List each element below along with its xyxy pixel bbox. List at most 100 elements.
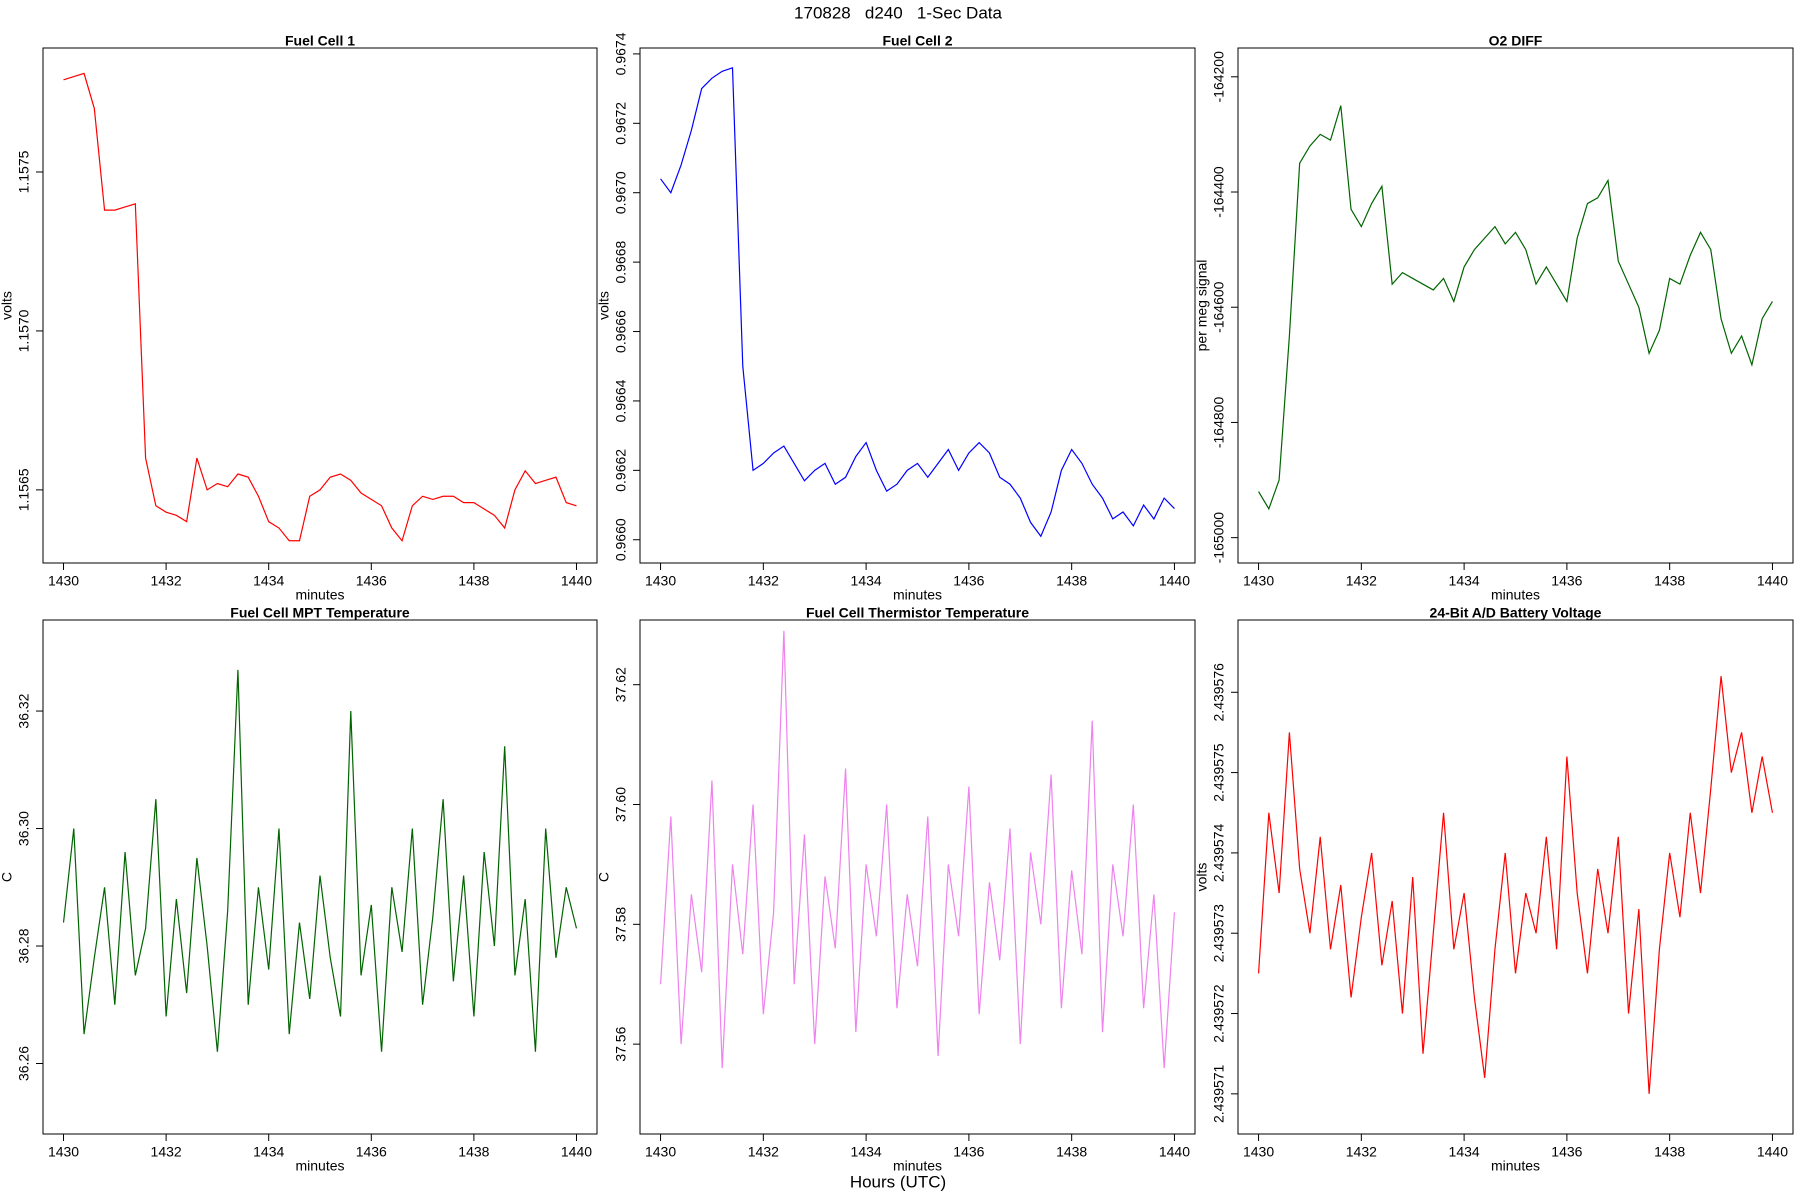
x-axis-label: minutes [893, 1158, 942, 1174]
x-axis-label: minutes [295, 587, 344, 603]
x-tick-label: 1434 [253, 1144, 284, 1160]
figure-title: 170828 d240 1-Sec Data [794, 3, 1002, 22]
x-tick-label: 1432 [151, 1144, 182, 1160]
y-tick-label: 36.28 [16, 928, 32, 963]
y-axis-label: volts [0, 291, 15, 320]
x-tick-label: 1436 [356, 573, 387, 589]
panel-title: Fuel Cell MPT Temperature [230, 605, 410, 621]
plot-frame [42, 619, 598, 1135]
y-tick-label: -164800 [1211, 397, 1227, 449]
y-tick-label: 36.26 [16, 1046, 32, 1081]
plot-frame [639, 47, 1196, 564]
data-line [63, 72, 577, 543]
y-tick-label: 0.9674 [613, 32, 629, 75]
y-tick-label: 2.439571 [1211, 1064, 1227, 1123]
panel-title: O2 DIFF [1489, 33, 1543, 49]
y-axis-label: per meg signal [1194, 260, 1210, 352]
x-tick-label: 1430 [48, 573, 79, 589]
figure-x-label: Hours (UTC) [850, 1172, 946, 1191]
x-tick-label: 1438 [458, 1144, 489, 1160]
y-tick-label: 1.1570 [16, 309, 32, 352]
y-axis-label: volts [1194, 863, 1210, 892]
x-tick-label: 1440 [561, 573, 592, 589]
x-tick-label: 1432 [748, 1144, 779, 1160]
y-tick-label: 2.439574 [1211, 824, 1227, 883]
panel: Fuel Cell 1 minutes volts 1430 1432 1434 1436 1… [0, 33, 598, 603]
plot-frame [1237, 619, 1794, 1135]
x-tick-label: 1432 [1346, 573, 1377, 589]
x-tick-label: 1430 [48, 1144, 79, 1160]
x-tick-label: 1434 [851, 573, 882, 589]
x-tick-label: 1432 [1346, 1144, 1377, 1160]
panel-title: Fuel Cell Thermistor Temperature [806, 605, 1029, 621]
y-tick-label: 2.439573 [1211, 904, 1227, 963]
x-tick-label: 1438 [1654, 573, 1685, 589]
x-tick-label: 1434 [1449, 573, 1480, 589]
x-tick-label: 1436 [1551, 573, 1582, 589]
y-tick-label: 2.439576 [1211, 663, 1227, 722]
x-tick-label: 1440 [1757, 573, 1788, 589]
panel: Fuel Cell Thermistor Temperature minutes C… [596, 605, 1196, 1174]
panel: Fuel Cell 2 minutes volts 1430 1432 1434 1436 1… [596, 32, 1196, 603]
y-tick-label: -164400 [1211, 166, 1227, 218]
x-axis-label: minutes [295, 1158, 344, 1174]
y-tick-label: 0.9670 [613, 171, 629, 214]
data-line [1257, 676, 1774, 1094]
panel: 24-Bit A/D Battery Voltage minutes volts 14… [1194, 605, 1794, 1174]
y-tick-label: 36.30 [16, 811, 32, 846]
plot-frame [42, 47, 598, 564]
data-line [62, 669, 578, 1052]
x-axis-label: minutes [893, 587, 942, 603]
y-tick-label: 37.60 [613, 787, 629, 822]
y-tick-label: 37.62 [613, 667, 629, 702]
y-tick-label: 0.9668 [613, 241, 629, 284]
x-axis-label: minutes [1491, 587, 1540, 603]
plot-frame [1237, 47, 1794, 564]
x-tick-label: 1440 [561, 1144, 592, 1160]
y-tick-label: 37.56 [613, 1026, 629, 1061]
y-axis-label: volts [596, 291, 612, 320]
y-tick-label: -164200 [1211, 51, 1227, 103]
panel-title: 24-Bit A/D Battery Voltage [1430, 605, 1602, 621]
plot-frame [639, 619, 1196, 1135]
x-tick-label: 1438 [1654, 1144, 1685, 1160]
x-axis-label: minutes [1491, 1158, 1540, 1174]
panel-title: Fuel Cell 2 [882, 33, 952, 49]
x-tick-label: 1440 [1159, 1144, 1190, 1160]
y-axis-label: C [596, 872, 612, 882]
x-tick-label: 1436 [953, 573, 984, 589]
panel: O2 DIFF minutes per meg signal 1430 1432 1434… [1194, 33, 1794, 603]
y-tick-label: 2.439572 [1211, 984, 1227, 1043]
x-tick-label: 1440 [1757, 1144, 1788, 1160]
y-tick-label: -164600 [1211, 281, 1227, 333]
y-tick-label: 36.32 [16, 693, 32, 728]
y-tick-label: 0.9672 [613, 102, 629, 145]
y-tick-label: 0.9662 [613, 449, 629, 492]
x-tick-label: 1432 [748, 573, 779, 589]
x-tick-label: 1430 [1243, 573, 1274, 589]
y-tick-label: 0.9664 [613, 379, 629, 422]
x-tick-label: 1432 [151, 573, 182, 589]
y-tick-label: 2.439575 [1211, 743, 1227, 802]
x-tick-label: 1436 [356, 1144, 387, 1160]
data-line [659, 630, 1176, 1069]
x-tick-label: 1430 [1243, 1144, 1274, 1160]
x-tick-label: 1438 [1056, 1144, 1087, 1160]
x-tick-label: 1436 [953, 1144, 984, 1160]
panel: Fuel Cell MPT Temperature minutes C 1430 143… [0, 605, 598, 1174]
y-tick-label: 37.58 [613, 907, 629, 942]
data-line [1258, 105, 1773, 511]
y-tick-label: -165000 [1211, 512, 1227, 564]
y-tick-label: 0.9660 [613, 518, 629, 561]
y-axis-label: C [0, 872, 15, 882]
x-tick-label: 1436 [1551, 1144, 1582, 1160]
x-tick-label: 1438 [458, 573, 489, 589]
x-tick-label: 1430 [645, 573, 676, 589]
x-tick-label: 1438 [1056, 573, 1087, 589]
data-line [660, 66, 1175, 538]
x-tick-label: 1440 [1159, 573, 1190, 589]
y-tick-label: 1.1565 [16, 468, 32, 511]
panel-title: Fuel Cell 1 [285, 33, 355, 49]
y-tick-label: 0.9666 [613, 310, 629, 353]
